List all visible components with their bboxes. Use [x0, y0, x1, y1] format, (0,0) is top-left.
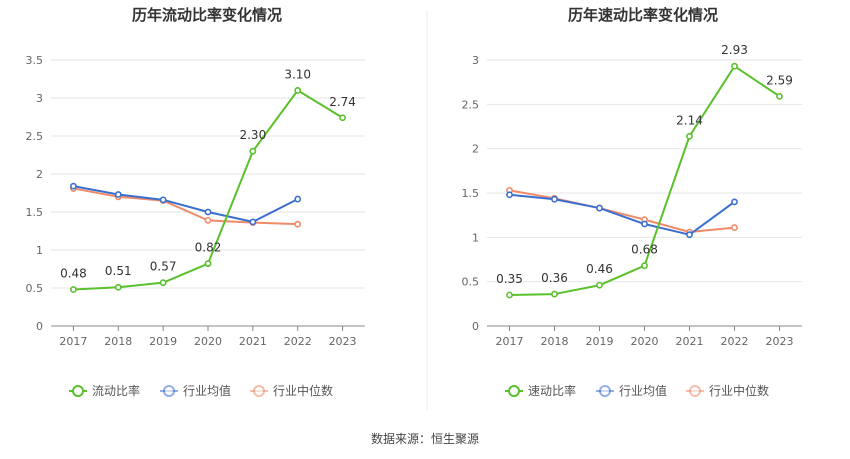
data-label: 3.10	[284, 67, 311, 81]
y-tick-label: 0.5	[462, 276, 480, 289]
y-tick-label: 1	[472, 231, 479, 244]
y-tick-label: 2.5	[26, 130, 44, 143]
data-label: 2.59	[766, 73, 793, 87]
data-label: 2.93	[721, 43, 748, 57]
legend-label: 行业均值	[619, 383, 667, 398]
x-tick-label: 2018	[541, 335, 569, 348]
data-point	[339, 114, 346, 122]
y-tick-label: 3	[36, 92, 43, 105]
data-point	[686, 231, 693, 239]
y-tick-label: 3	[472, 54, 479, 67]
legend-marker	[253, 385, 265, 397]
y-tick-label: 1.5	[462, 187, 480, 200]
legend-label: 速动比率	[528, 383, 576, 398]
data-label: 2.30	[239, 128, 266, 142]
data-point	[294, 220, 302, 228]
data-label: 0.68	[631, 243, 658, 257]
legend-label: 流动比率	[92, 383, 140, 398]
x-tick-label: 2022	[284, 335, 312, 348]
x-tick-label: 2021	[239, 335, 267, 348]
chart-title: 历年速动比率变化情况	[568, 6, 718, 24]
data-point	[506, 291, 513, 299]
data-label: 0.48	[60, 267, 87, 281]
legend-marker	[508, 385, 520, 397]
series-line-company	[509, 65, 781, 296]
data-label: 0.46	[586, 262, 613, 276]
data-point	[204, 216, 212, 224]
data-point	[159, 279, 167, 287]
data-point	[731, 198, 738, 206]
quick-ratio-chart: 历年速动比率变化情况 0 0.5 1 1.5 2 2.5 3 2017 2018 2019 2020 2…	[462, 6, 802, 398]
chart-title: 历年流动比率变化情况	[132, 6, 282, 24]
data-point	[294, 195, 302, 203]
x-tick-label: 2017	[496, 335, 524, 348]
data-point	[294, 87, 302, 94]
data-point	[204, 260, 212, 268]
data-point	[641, 262, 648, 270]
series-line-company	[73, 89, 344, 291]
series-line-industry-median	[509, 189, 735, 234]
legend-marker	[689, 385, 701, 397]
y-tick-label: 0	[36, 320, 43, 333]
data-label: 0.82	[195, 241, 222, 255]
data-source: 数据来源：恒生聚源	[371, 431, 479, 446]
y-tick-label: 2.5	[462, 98, 480, 111]
x-tick-label: 2023	[766, 335, 794, 348]
data-point	[731, 62, 738, 70]
data-point	[731, 224, 738, 231]
series-line-industry-average	[73, 185, 299, 223]
legend-marker	[163, 385, 175, 397]
data-point	[641, 220, 648, 228]
y-tick-label: 0	[472, 320, 479, 333]
data-point	[551, 195, 558, 203]
data-label: 0.57	[150, 260, 177, 274]
x-tick-label: 2018	[104, 335, 132, 348]
data-point	[249, 147, 257, 155]
x-tick-label: 2020	[631, 335, 659, 348]
y-tick-label: 3.5	[26, 54, 44, 67]
data-point	[776, 92, 783, 100]
data-point	[204, 208, 212, 216]
data-point	[506, 191, 513, 199]
y-tick-label: 2	[36, 168, 43, 181]
data-point	[70, 286, 77, 293]
data-point	[114, 283, 122, 291]
data-point	[159, 196, 167, 204]
data-point	[114, 191, 122, 198]
legend-label: 行业中位数	[273, 383, 333, 398]
data-label: 0.51	[105, 264, 132, 278]
data-point	[596, 281, 603, 289]
data-point	[686, 132, 693, 140]
x-tick-label: 2019	[149, 335, 177, 348]
x-tick-label: 2017	[59, 335, 87, 348]
data-label: 2.74	[329, 95, 356, 109]
data-point	[596, 204, 603, 212]
legend-label: 行业中位数	[709, 383, 769, 398]
x-tick-label: 2023	[329, 335, 357, 348]
data-label: 2.14	[676, 113, 703, 127]
legend-marker	[599, 385, 611, 397]
data-label: 0.36	[541, 271, 568, 285]
data-point	[70, 182, 77, 190]
data-point	[249, 218, 257, 226]
y-tick-label: 1.5	[26, 206, 44, 219]
y-tick-label: 0.5	[26, 282, 44, 295]
y-tick-label: 1	[36, 244, 43, 257]
x-tick-label: 2022	[721, 335, 749, 348]
x-tick-label: 2020	[194, 335, 222, 348]
data-point	[551, 290, 558, 298]
x-tick-label: 2019	[586, 335, 614, 348]
legend-label: 行业均值	[183, 383, 231, 398]
data-label: 0.35	[496, 272, 523, 286]
x-tick-label: 2021	[676, 335, 704, 348]
legend-marker	[72, 385, 84, 397]
y-tick-label: 2	[472, 143, 479, 156]
series-line-industry-average	[509, 193, 736, 236]
series-line-industry-median	[73, 187, 298, 226]
